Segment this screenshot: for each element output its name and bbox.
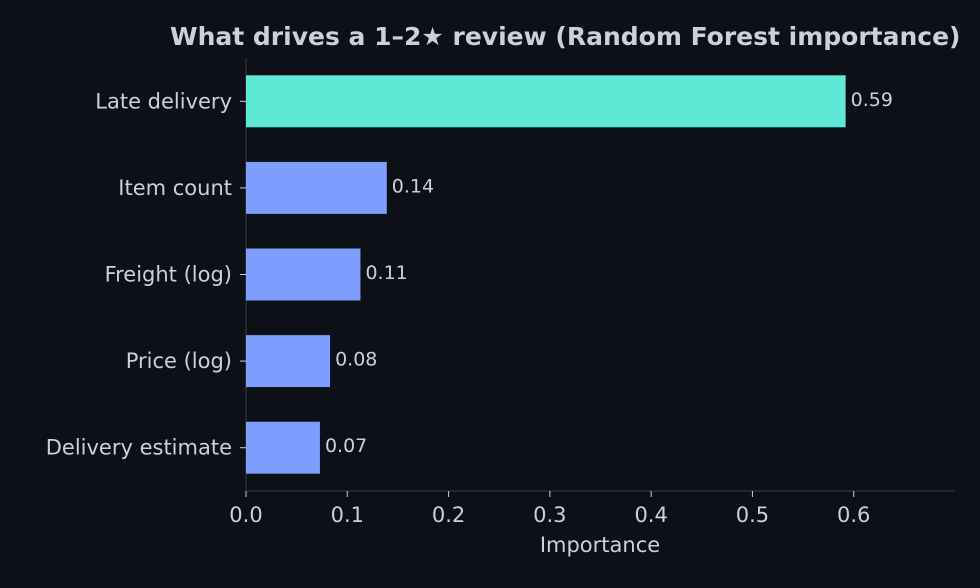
value-label: 0.08 [335,349,377,371]
value-label: 0.07 [325,435,367,457]
x-tick-label: 0.1 [331,503,364,527]
chart-title: What drives a 1–2★ review (Random Forest… [170,22,960,51]
y-tick-label: Freight (log) [105,263,232,287]
y-tick-label: Item count [118,176,232,200]
y-tick-label: Late delivery [95,89,232,113]
bar [246,335,331,388]
x-tick-label: 0.3 [533,503,566,527]
bar [246,421,320,474]
bar [246,248,361,301]
value-label: 0.11 [365,262,407,284]
value-label: 0.14 [392,175,434,197]
x-tick-label: 0.4 [634,503,667,527]
y-tick-label: Price (log) [126,349,232,373]
x-tick-label: 0.6 [837,503,870,527]
x-tick-label: 0.5 [736,503,769,527]
value-label: 0.59 [851,89,893,111]
x-tick-label: 0.0 [229,503,262,527]
y-tick-label: Delivery estimate [46,436,232,460]
bar [246,161,387,214]
x-axis-label: Importance [540,533,660,557]
bar [246,75,846,128]
x-tick-label: 0.2 [432,503,465,527]
